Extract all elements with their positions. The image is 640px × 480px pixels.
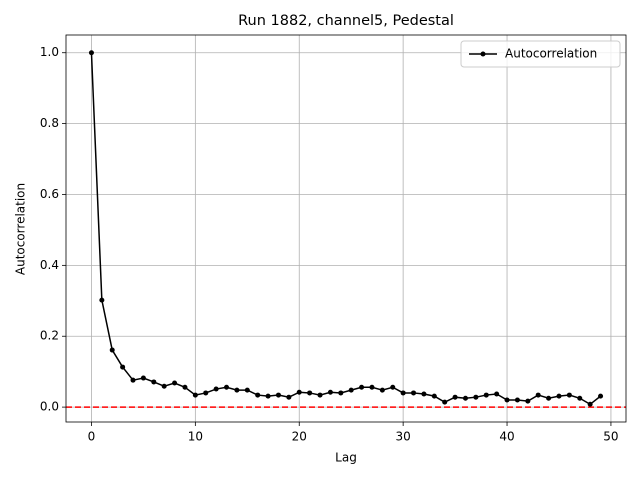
y-tick-label: 0.2: [40, 329, 59, 343]
data-point: [411, 390, 417, 396]
plot-frame: [65, 34, 627, 423]
x-tick-label: 30: [396, 430, 411, 444]
data-point: [151, 379, 157, 385]
data-point: [577, 395, 583, 401]
data-point: [390, 384, 396, 390]
data-point: [483, 392, 489, 398]
x-tick-label: 40: [499, 430, 514, 444]
x-tick-label: 10: [188, 430, 203, 444]
data-point: [442, 399, 448, 405]
data-point: [348, 387, 354, 393]
x-axis-label: Lag: [335, 451, 357, 465]
chart-title: Run 1882, channel5, Pedestal: [238, 13, 454, 29]
data-point: [359, 384, 365, 390]
data-point: [255, 392, 261, 398]
data-point: [161, 383, 167, 389]
data-point: [172, 380, 178, 386]
data-point: [317, 392, 323, 398]
data-point: [379, 387, 385, 393]
legend-marker: [480, 51, 486, 57]
y-tick-label: 0.6: [40, 187, 59, 201]
data-point: [566, 392, 572, 398]
data-point: [598, 393, 604, 399]
x-tick-label: 50: [603, 430, 618, 444]
legend-box: [460, 40, 621, 68]
data-point: [525, 398, 531, 404]
data-point: [514, 397, 520, 403]
data-point: [473, 394, 479, 400]
y-tick-label: 1.0: [40, 45, 59, 59]
data-point: [535, 392, 541, 398]
data-point: [224, 384, 230, 390]
data-point: [452, 394, 458, 400]
y-tick-label: 0.8: [40, 116, 59, 130]
data-point: [140, 375, 146, 381]
data-point: [421, 391, 427, 397]
data-point: [286, 394, 292, 400]
data-line: [90, 52, 602, 406]
y-axis-label: Autocorrelation: [14, 183, 28, 275]
data-point: [494, 391, 500, 397]
data-point: [327, 389, 333, 395]
data-point: [88, 50, 94, 56]
x-tick-label: 0: [88, 430, 96, 444]
data-point: [556, 393, 562, 399]
data-point: [130, 377, 136, 383]
data-point: [234, 387, 240, 393]
data-point: [431, 393, 437, 399]
data-point: [213, 386, 219, 392]
legend-label: Autocorrelation: [505, 47, 597, 61]
data-point: [265, 393, 271, 399]
data-point: [307, 390, 313, 396]
data-point: [120, 364, 126, 370]
y-tick-label: 0.4: [40, 258, 59, 272]
data-point: [462, 395, 468, 401]
data-point: [296, 389, 302, 395]
data-point: [369, 384, 375, 390]
y-tick-label: 0.0: [40, 400, 59, 414]
data-point: [182, 384, 188, 390]
data-point: [504, 397, 510, 403]
data-point: [546, 395, 552, 401]
data-point: [275, 392, 281, 398]
data-point: [109, 347, 115, 353]
data-point: [400, 390, 406, 396]
data-point: [99, 297, 105, 303]
data-point: [587, 401, 593, 407]
data-point: [203, 390, 209, 396]
data-point: [244, 387, 250, 393]
x-tick-label: 20: [292, 430, 307, 444]
data-point: [338, 390, 344, 396]
data-point: [192, 392, 198, 398]
